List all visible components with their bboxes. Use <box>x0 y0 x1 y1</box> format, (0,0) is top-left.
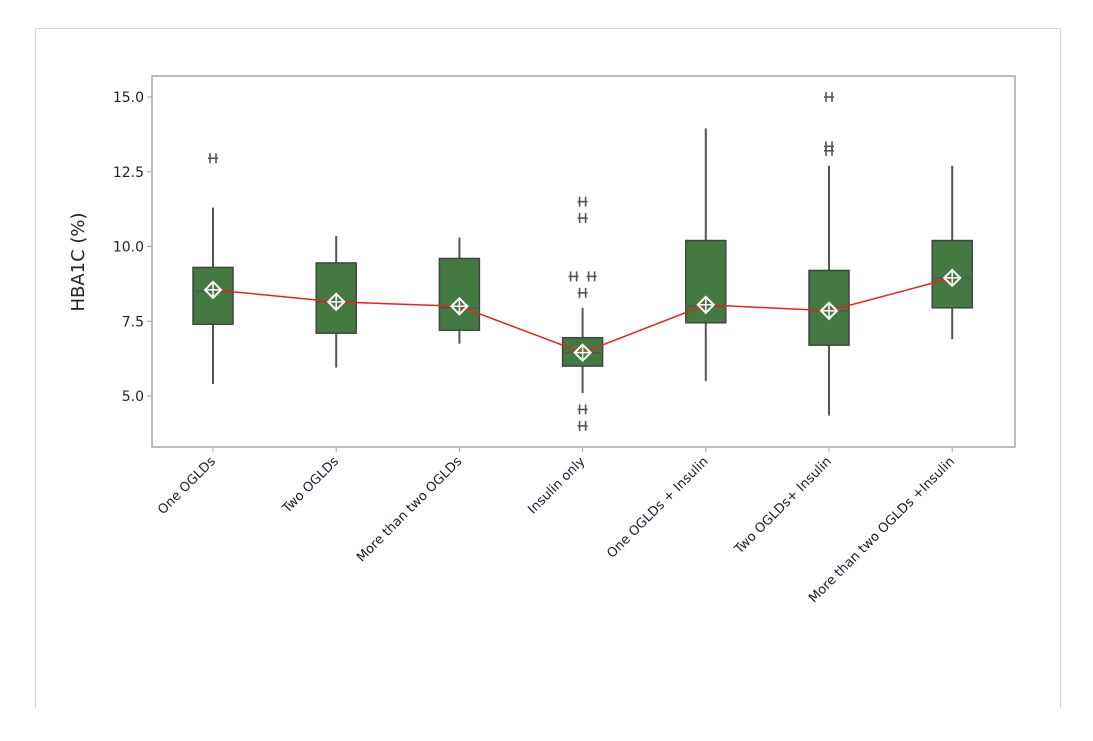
outlier-marker <box>577 213 588 224</box>
outlier-marker <box>208 153 218 164</box>
x-tick-label: One OGLDs + Insulin <box>604 454 711 561</box>
x-tick-label: Two OGLDs+ Insulin <box>731 454 835 558</box>
x-tick-label: Insulin only <box>525 454 588 517</box>
y-tick-label: 7.5 <box>122 314 144 330</box>
x-tick-label: More than two OGLDs <box>354 454 465 565</box>
y-tick-label: 12.5 <box>113 165 144 181</box>
outlier-marker <box>577 404 588 415</box>
iqr-box <box>438 257 481 331</box>
x-tick-label: One OGLDs <box>155 454 219 518</box>
y-axis-label: HBA1C (%) <box>68 212 89 311</box>
outlier-marker <box>577 196 588 207</box>
outlier-marker <box>568 271 579 282</box>
x-tick-label: Two OGLDs <box>279 454 342 517</box>
plot-area <box>151 75 1016 448</box>
outlier-marker <box>824 92 834 102</box>
y-tick-label: 10.0 <box>113 240 144 256</box>
y-tick-label: 5.0 <box>122 389 144 405</box>
outlier-marker <box>577 287 588 298</box>
outlier-marker <box>824 145 834 156</box>
outlier-marker <box>577 420 588 431</box>
figure-frame <box>35 28 1061 708</box>
outlier-marker <box>586 271 597 282</box>
x-tick-label: More than two OGLDs +Insulin <box>806 454 958 606</box>
y-tick-label: 15.0 <box>113 90 144 106</box>
